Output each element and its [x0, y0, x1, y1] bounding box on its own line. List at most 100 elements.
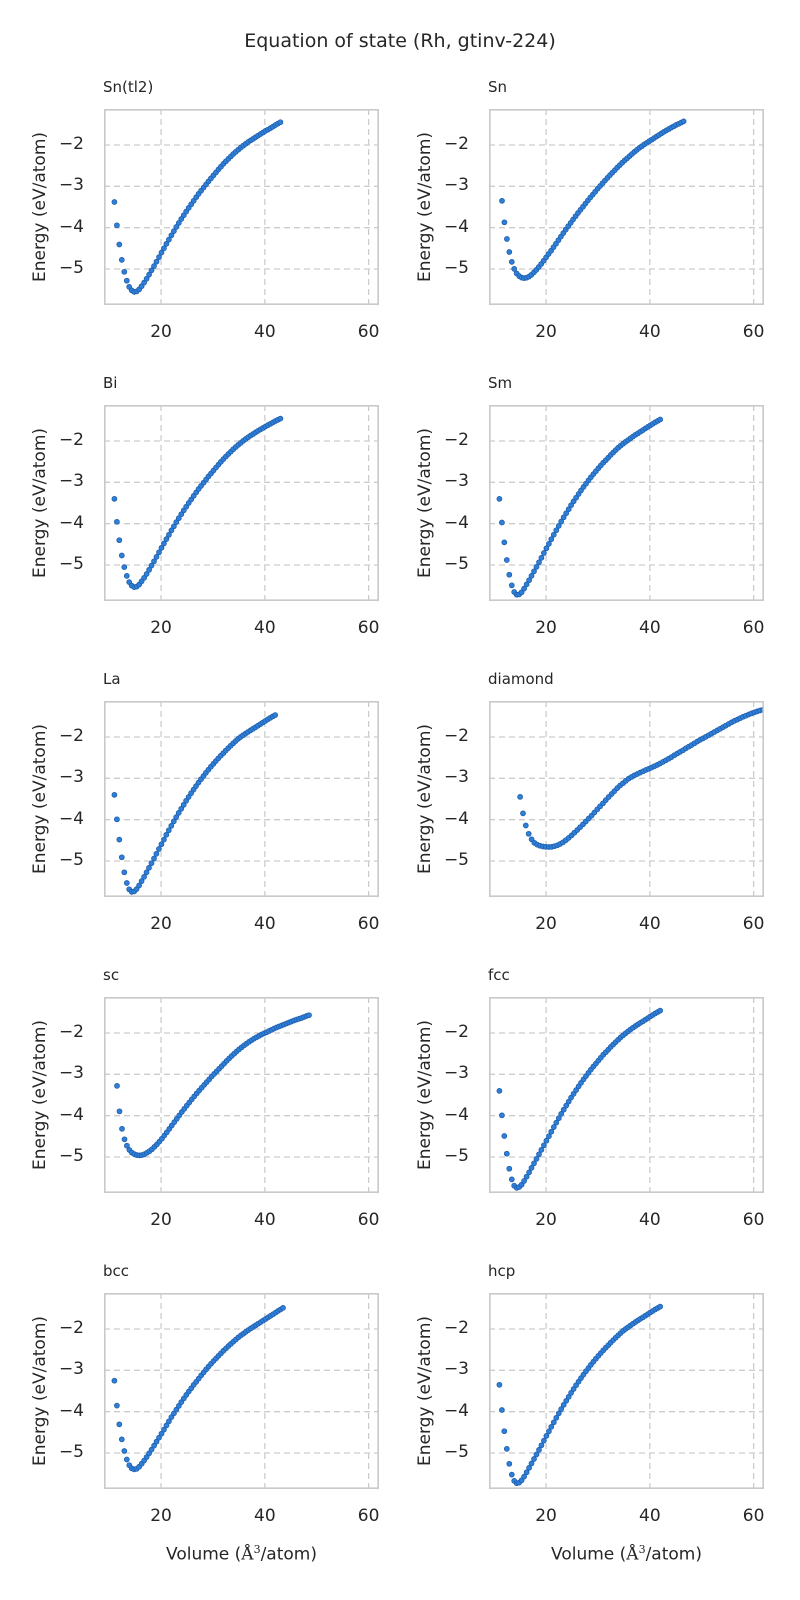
subplot-title: fcc [488, 966, 510, 984]
subplot-title: Sn [488, 78, 508, 96]
figure-title: Equation of state (Rh, gtinv-224) [244, 30, 556, 52]
plot-area [104, 405, 379, 601]
subplot-hcp: hcp 20 40 60 −2 −3 −4 −5 Energy (eV/atom) Volume … [415, 1262, 764, 1565]
x-tick-label: 60 [742, 914, 765, 934]
y-axis-label: Energy (eV/atom) [30, 131, 50, 283]
subplot-title: Bi [103, 374, 118, 392]
subplot-bi: Bi 20 40 60 −2 −3 −4 −5 Energy (eV/atom) [30, 374, 379, 638]
x-tick-label: 20 [535, 914, 557, 934]
subplot-la: La 20 40 60 −2 −3 −4 −5 Energy (eV/atom) [30, 670, 379, 934]
y-tick-label: −4 [443, 216, 469, 237]
x-axis-label: Volume (Å3/atom) [489, 1543, 764, 1565]
y-tick-label: −5 [443, 1442, 469, 1463]
angstrom-exponent: 3 [638, 1543, 646, 1556]
scatter-series [496, 1303, 664, 1487]
x-tick-label: 20 [535, 618, 557, 638]
x-tick-label: 40 [254, 1506, 276, 1526]
subplot-title: Sn(tl2) [103, 78, 154, 96]
y-tick-label: −3 [443, 767, 469, 788]
scatter-series [517, 706, 764, 850]
x-tick-label: 20 [535, 322, 557, 342]
scatter-series [114, 1012, 312, 1159]
y-tick-label: −4 [58, 1104, 84, 1125]
y-tick-label: −5 [443, 554, 469, 575]
y-tick-label: −3 [58, 175, 84, 196]
x-tick-label: 40 [254, 1210, 276, 1230]
y-tick-label: −4 [443, 1104, 469, 1125]
y-tick-label: −5 [443, 850, 469, 871]
y-tick-label: −4 [443, 1400, 469, 1421]
y-tick-label: −4 [58, 216, 84, 237]
y-tick-label: −2 [58, 133, 84, 154]
plot-area [489, 1293, 764, 1489]
axes-frame [489, 1293, 764, 1489]
subplot-title: sc [103, 966, 120, 984]
y-tick-label: −3 [58, 767, 84, 788]
x-tick-label: 60 [357, 914, 380, 934]
y-axis-label: Energy (eV/atom) [415, 1315, 435, 1467]
grid-lines [104, 109, 379, 305]
scatter-series [111, 1305, 286, 1473]
x-tick-label: 20 [150, 618, 172, 638]
x-tick-label: 20 [150, 1506, 172, 1526]
scatter-series [496, 416, 664, 598]
y-tick-label: −5 [443, 258, 469, 279]
scatter-series [496, 1007, 664, 1191]
axes-frame [104, 405, 379, 601]
angstrom-exponent: 3 [253, 1543, 261, 1556]
y-axis-label: Energy (eV/atom) [415, 131, 435, 283]
y-tick-label: −5 [443, 1146, 469, 1167]
x-tick-label: 60 [742, 618, 765, 638]
y-axis-label: Energy (eV/atom) [30, 427, 50, 579]
grid-lines [489, 701, 764, 897]
y-tick-label: −3 [443, 1063, 469, 1084]
subplot-sn-tl2: Sn(tl2) 20 40 60 −2 −3 −4 −5 Energy (eV/atom) [30, 78, 379, 342]
plot-area [489, 701, 764, 897]
y-tick-label: −2 [58, 1317, 84, 1338]
subplot-bcc: bcc 20 40 60 −2 −3 −4 −5 Energy (eV/atom) Volume … [30, 1262, 379, 1565]
x-tick-label: 40 [639, 322, 661, 342]
x-axis-label: Volume (Å3/atom) [104, 1543, 379, 1565]
x-tick-label: 60 [742, 322, 765, 342]
grid-lines [104, 997, 379, 1193]
scatter-series [111, 119, 284, 295]
plot-area [489, 405, 764, 601]
subplot-sc: sc 20 40 60 −2 −3 −4 −5 Energy (eV/atom) [30, 966, 379, 1230]
y-tick-label: −5 [58, 850, 84, 871]
x-tick-label: 40 [639, 1210, 661, 1230]
y-axis-label: Energy (eV/atom) [415, 427, 435, 579]
x-tick-label: 40 [254, 322, 276, 342]
axes-frame [104, 701, 379, 897]
y-tick-label: −3 [443, 471, 469, 492]
angstrom-symbol: Å [626, 1544, 639, 1565]
x-tick-label: 20 [535, 1210, 557, 1230]
y-tick-label: −5 [58, 554, 84, 575]
subplot-title: Sm [488, 374, 513, 392]
y-tick-label: −2 [443, 1317, 469, 1338]
y-tick-label: −2 [58, 725, 84, 746]
y-tick-label: −3 [58, 471, 84, 492]
plot-area [104, 701, 379, 897]
grid-lines [104, 701, 379, 897]
y-tick-label: −5 [58, 258, 84, 279]
x-tick-label: 40 [254, 618, 276, 638]
axes-frame [104, 109, 379, 305]
subplot-title: diamond [488, 670, 554, 688]
y-tick-label: −2 [443, 133, 469, 154]
y-axis-label: Energy (eV/atom) [30, 723, 50, 875]
x-tick-label: 20 [150, 914, 172, 934]
y-tick-label: −4 [443, 808, 469, 829]
y-tick-label: −4 [58, 512, 84, 533]
y-tick-label: −4 [443, 512, 469, 533]
x-tick-label: 40 [639, 914, 661, 934]
grid-lines [489, 1293, 764, 1489]
x-axis-label-prefix: Volume ( [166, 1544, 242, 1565]
y-axis-label: Energy (eV/atom) [415, 723, 435, 875]
axes-frame [489, 405, 764, 601]
x-tick-label: 20 [535, 1506, 557, 1526]
y-tick-label: −3 [58, 1359, 84, 1380]
x-tick-label: 20 [150, 1210, 172, 1230]
angstrom-symbol: Å [241, 1544, 254, 1565]
plot-area [489, 997, 764, 1193]
